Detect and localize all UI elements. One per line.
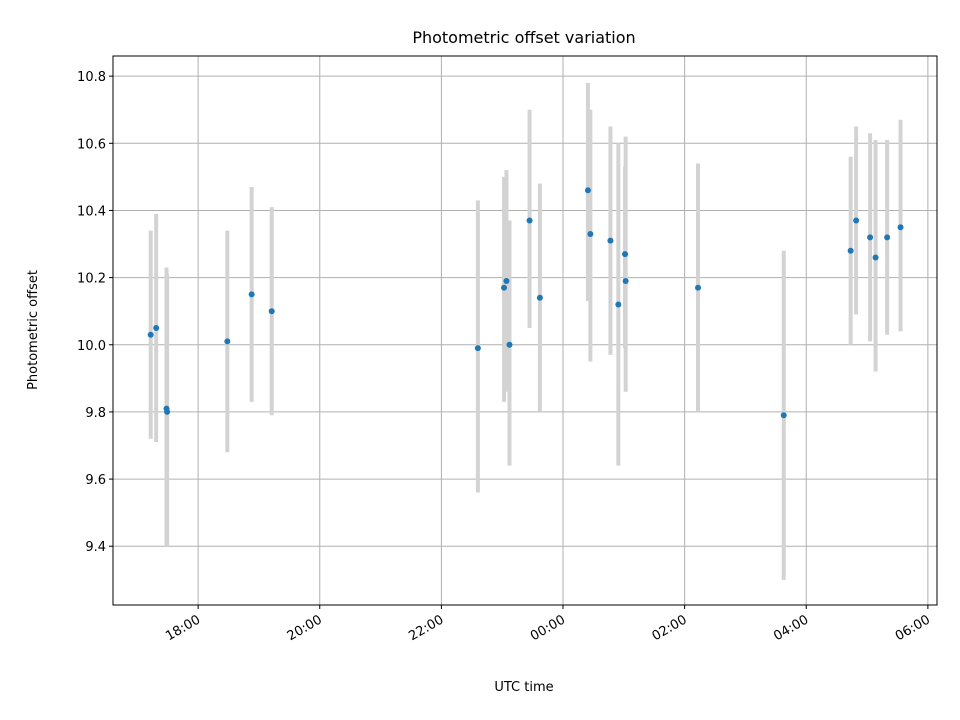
data-point xyxy=(164,408,171,415)
data-point xyxy=(536,294,543,301)
y-tick-label: 10.2 xyxy=(77,272,106,287)
x-axis-label: UTC time xyxy=(494,680,553,695)
data-point xyxy=(897,224,904,231)
data-point xyxy=(506,341,513,348)
y-tick-label: 10.6 xyxy=(77,137,106,152)
y-tick-label: 10.0 xyxy=(77,339,106,354)
data-point xyxy=(780,412,787,419)
data-point xyxy=(615,301,622,308)
point-layer xyxy=(147,187,904,419)
y-axis-label: Photometric offset xyxy=(26,270,41,390)
data-point xyxy=(607,237,614,244)
data-point xyxy=(872,254,879,261)
data-point xyxy=(622,251,629,258)
data-point xyxy=(147,331,154,338)
plot-frame xyxy=(112,55,938,606)
data-point xyxy=(224,338,231,345)
data-point xyxy=(847,247,854,254)
data-point xyxy=(867,234,874,241)
data-point xyxy=(268,308,275,315)
y-tick-label: 9.4 xyxy=(85,540,106,555)
y-tick-label: 9.6 xyxy=(85,473,106,488)
data-point xyxy=(248,291,255,298)
data-point xyxy=(884,234,891,241)
data-point xyxy=(622,277,629,284)
data-point xyxy=(853,217,860,224)
data-point xyxy=(695,284,702,291)
data-point xyxy=(587,230,594,237)
data-point xyxy=(501,284,508,291)
y-tick-label: 9.8 xyxy=(85,406,106,421)
y-tick-label: 10.4 xyxy=(77,204,106,219)
data-point xyxy=(584,187,591,194)
data-point xyxy=(503,277,510,284)
y-tick-label: 10.8 xyxy=(77,70,106,85)
data-point xyxy=(474,345,481,352)
chart-title: Photometric offset variation xyxy=(412,28,635,47)
data-point xyxy=(526,217,533,224)
data-point xyxy=(153,324,160,331)
